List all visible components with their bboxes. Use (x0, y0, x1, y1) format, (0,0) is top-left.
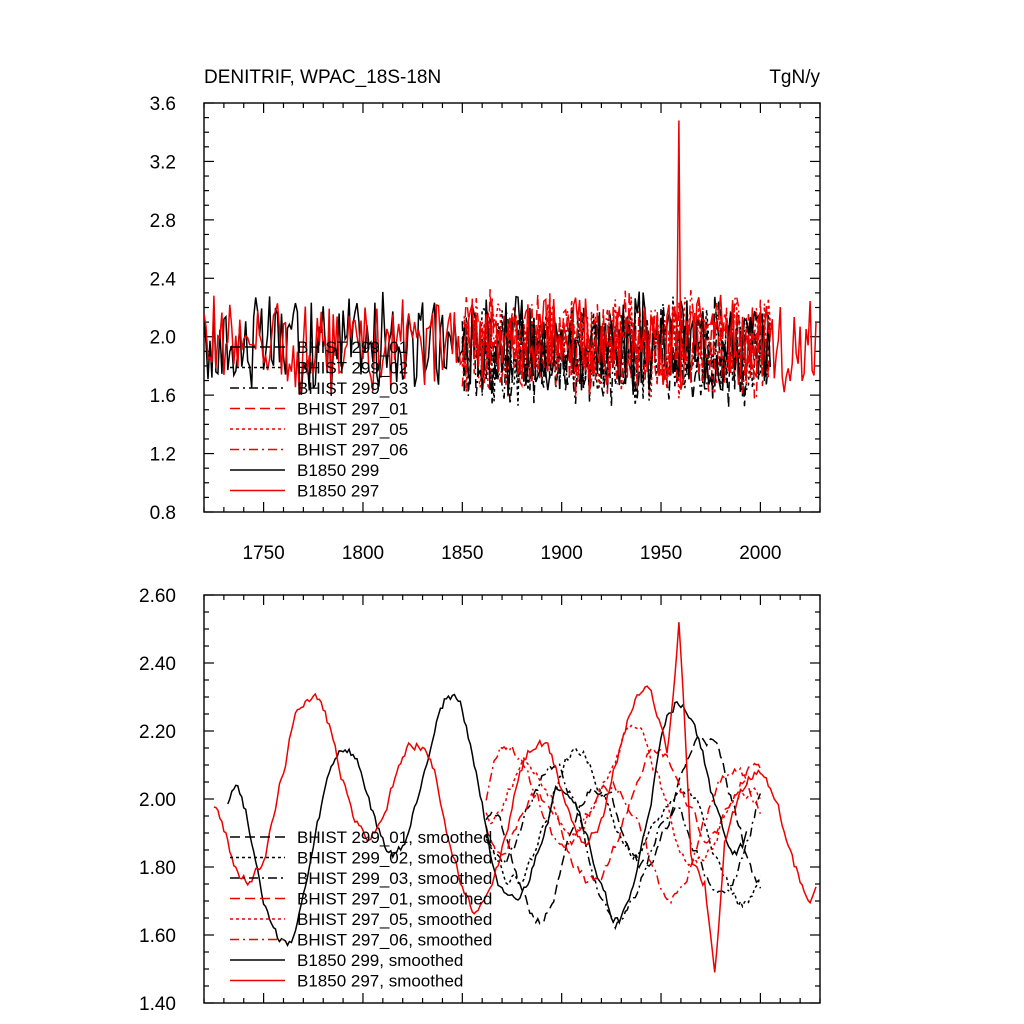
legend-label: BHIST 297_06 (297, 441, 408, 460)
y-tick-label: 2.0 (150, 328, 176, 349)
y-tick-label: 1.60 (139, 926, 176, 947)
series-line-b1850-299-smoothed (227, 693, 748, 948)
legend-label: BHIST 299_01, smoothed (297, 828, 492, 847)
y-tick-label: 2.20 (139, 722, 176, 743)
y-tick-label: 1.6 (150, 386, 176, 407)
series-line-bhist-297-06-smoothed (485, 744, 762, 905)
series-line-bhist-299-01-smoothed (485, 735, 762, 925)
legend-label: BHIST 297_01 (297, 400, 408, 419)
series-line-bhist-299-03-smoothed (485, 762, 762, 931)
series-line-b1850-299 (204, 291, 772, 396)
y-tick-label: 1.80 (139, 858, 176, 879)
legend-label: BHIST 297_01, smoothed (297, 890, 492, 909)
legend-label: BHIST 299_02, smoothed (297, 849, 492, 868)
legend-label: B1850 299 (297, 461, 379, 480)
y-tick-label: 0.8 (150, 503, 176, 524)
y-tick-label: 2.4 (150, 269, 177, 290)
y-tick-label: 2.00 (139, 790, 176, 811)
x-tick-label: 1900 (541, 543, 583, 564)
series-line-bhist-297-06 (461, 290, 772, 401)
y-tick-label: 2.8 (150, 211, 176, 232)
series-line-b1850-297-smoothed (213, 622, 817, 973)
series-line-bhist-299-02-smoothed (485, 747, 762, 909)
y-tick-label: 1.2 (150, 445, 176, 466)
chart-title-left: DENITRIF, WPAC_18S-18N (204, 67, 441, 88)
x-tick-label: 2000 (739, 543, 781, 564)
legend-label: BHIST 297_06, smoothed (297, 931, 492, 950)
legend-label: BHIST 299_02 (297, 359, 408, 378)
series-line-b1850-297 (204, 120, 817, 396)
legend-label: BHIST 297_05, smoothed (297, 910, 492, 929)
chart-title-right: TgN/y (769, 67, 820, 88)
legend-label: BHIST 299_03, smoothed (297, 869, 492, 888)
x-tick-label: 1750 (242, 543, 284, 564)
legend-label: BHIST 299_03 (297, 379, 408, 398)
series-line-bhist-297-01-smoothed (485, 746, 762, 884)
x-tick-label: 1850 (441, 543, 483, 564)
legend-label: B1850 297 (297, 482, 379, 501)
y-tick-label: 2.40 (139, 654, 176, 675)
series-line-bhist-299-02 (461, 296, 772, 406)
y-tick-label: 1.40 (139, 994, 176, 1015)
x-tick-label: 1950 (640, 543, 682, 564)
y-tick-label: 3.6 (150, 94, 176, 115)
legend-label: BHIST 299_01 (297, 338, 408, 357)
top-chart-panel: 0.8 1.2 1.6 2.0 2.4 2.8 3.2 3.6 1750 1800 1850 1900… (150, 94, 821, 564)
legend-label: BHIST 297_05 (297, 420, 408, 439)
y-tick-label: 2.60 (139, 586, 176, 607)
legend-label: B1850 299, smoothed (297, 951, 463, 970)
x-tick-label: 1800 (342, 543, 384, 564)
bottom-chart-panel: 1.40 1.60 1.80 2.00 2.20 2.40 2.60 BHIST 299_01… (139, 586, 821, 1015)
legend-label: B1850 297, smoothed (297, 972, 463, 991)
y-tick-label: 3.2 (150, 152, 176, 173)
